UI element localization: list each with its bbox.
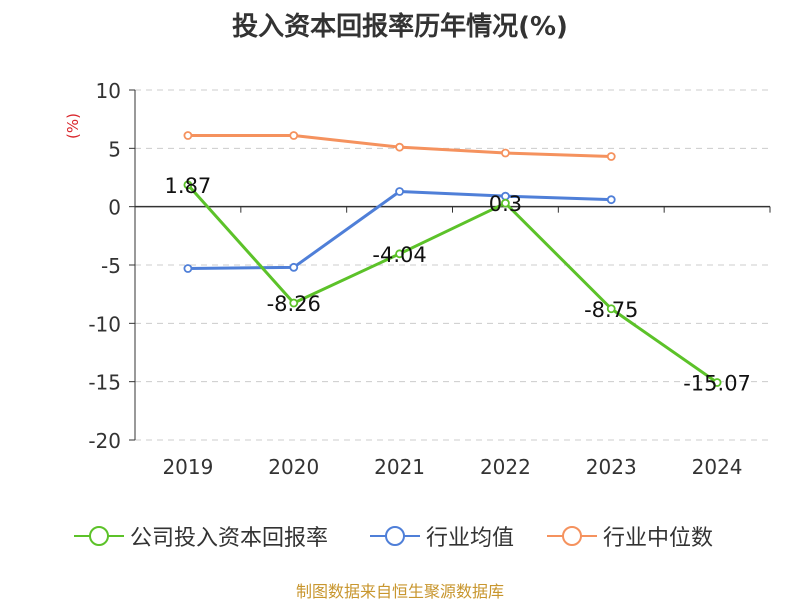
y-tick-label: 10 xyxy=(96,79,121,103)
x-tick-label: 2021 xyxy=(374,455,425,479)
x-tick-label: 2020 xyxy=(268,455,319,479)
y-axis-title: (%) xyxy=(64,113,82,139)
data-point xyxy=(289,298,299,308)
series-line-0 xyxy=(186,183,718,384)
legend-marker-company xyxy=(74,526,124,546)
data-point xyxy=(395,142,404,152)
legend-label-company: 公司投入资本回报率 xyxy=(130,526,329,551)
data-labels: 1.87 -8.26 -4.04 0.3 -8.75 -15.07 xyxy=(165,174,751,396)
data-label: -4.04 xyxy=(372,243,426,267)
legend-marker-industry-median xyxy=(547,526,597,546)
data-point xyxy=(183,264,193,273)
data-point xyxy=(183,180,193,190)
legend-label-industry-mean: 行业均值 xyxy=(426,526,515,551)
data-point xyxy=(395,187,404,196)
y-tick-label: -15 xyxy=(88,371,121,395)
data-point xyxy=(289,262,299,272)
x-tick-label: 2024 xyxy=(692,455,743,479)
data-label: -8.26 xyxy=(267,292,321,316)
y-tick-label: 5 xyxy=(108,137,121,161)
x-tick-label: 2023 xyxy=(586,455,637,479)
grid-lines xyxy=(135,89,770,441)
axes: 10 5 0 -5 -10 -15 -20 (%) 2019 2020 2021 2022 2023 20… xyxy=(64,79,771,479)
series-lines xyxy=(183,131,722,387)
y-tick-label: -10 xyxy=(88,312,121,336)
legend-item-company[interactable]: 公司投入资本回报率 xyxy=(74,518,328,554)
chart-title: 投入资本回报率历年情况(%) xyxy=(232,12,568,42)
data-label: 1.87 xyxy=(165,174,212,198)
data-point xyxy=(289,131,299,140)
data-point xyxy=(712,378,722,387)
legend-marker-industry-mean xyxy=(370,526,420,546)
line-chart: 10 5 0 -5 -10 -15 -20 (%) 2019 2020 2021 2022 2023 20… xyxy=(64,79,771,479)
data-point xyxy=(606,195,616,205)
legend-item-industry-median[interactable]: 行业中位数 xyxy=(547,518,713,554)
data-point xyxy=(395,249,404,259)
legend: 公司投入资本回报率 行业均值 行业中位数 xyxy=(0,518,800,554)
data-point xyxy=(606,152,616,161)
x-tick-label: 2019 xyxy=(162,455,213,479)
legend-label-industry-median: 行业中位数 xyxy=(603,526,714,551)
data-label: 0.3 xyxy=(489,192,522,216)
legend-item-industry-mean[interactable]: 行业均值 xyxy=(370,518,514,554)
data-label: -8.75 xyxy=(584,298,638,322)
y-tick-label: -5 xyxy=(101,254,121,278)
data-point xyxy=(501,148,510,158)
y-tick-label: 0 xyxy=(108,196,121,220)
data-point xyxy=(183,131,193,140)
source-footer: 制图数据来自恒生聚源数据库 xyxy=(295,582,504,601)
data-point xyxy=(606,304,616,314)
x-tick-label: 2022 xyxy=(480,455,531,479)
data-point xyxy=(501,198,510,208)
y-tick-label: -20 xyxy=(88,429,121,453)
data-label: -15.07 xyxy=(683,371,751,395)
